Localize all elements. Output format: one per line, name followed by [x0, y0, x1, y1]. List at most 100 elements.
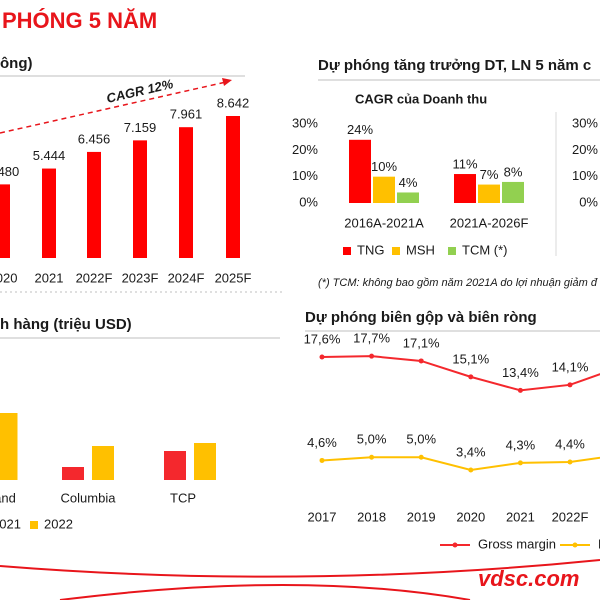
- legend-swatch: [448, 247, 456, 255]
- x-tick-label: 2018: [357, 509, 386, 524]
- arrow-head: [222, 78, 232, 86]
- bar: [92, 446, 114, 480]
- y-tick-label: 10%: [292, 168, 318, 183]
- value-label: 5.444: [33, 148, 66, 163]
- value-label: 7.961: [170, 107, 203, 122]
- value-label: 5,0%: [357, 432, 387, 447]
- y-tick-label: 30%: [572, 115, 598, 130]
- y-tick-label: 0%: [299, 194, 318, 209]
- x-tick-label: 2020: [0, 270, 17, 285]
- x-tick-label: 2021: [506, 509, 535, 524]
- x-tick-label: 2022F: [76, 270, 113, 285]
- marker: [319, 354, 325, 360]
- annotation: CAGR 12%: [105, 76, 175, 106]
- chart-title: Dự phóng tăng trưởng DT, LN 5 năm c: [318, 57, 591, 74]
- x-tick-label: 2021: [35, 270, 64, 285]
- bar: [194, 443, 216, 480]
- x-tick-label: 2019: [407, 509, 436, 524]
- legend-label: TCM (*): [462, 242, 508, 257]
- value-label: 17,6%: [304, 331, 341, 346]
- footer-brand: vdsc.com: [478, 566, 580, 591]
- bar: [0, 184, 10, 258]
- value-label: 5,0%: [406, 432, 436, 447]
- value-label: 15,1%: [452, 351, 489, 366]
- legend-label: MSH: [406, 242, 435, 257]
- footer-curve: [59, 584, 471, 600]
- value-label: 4%: [399, 175, 418, 190]
- marker: [369, 353, 375, 359]
- bar: [349, 139, 371, 203]
- y-tick-label: 20%: [292, 142, 318, 157]
- chart-title: h hàng (triệu USD): [0, 316, 132, 333]
- value-label: 8.642: [217, 95, 250, 110]
- y-tick-label: 0%: [579, 194, 598, 209]
- bar: [164, 451, 186, 480]
- y-tick-label: 20%: [572, 142, 598, 157]
- legend-marker: [452, 542, 458, 548]
- chart-subtitle: CAGR của Doanh thu: [355, 91, 487, 106]
- value-label: 24%: [347, 122, 373, 137]
- chart-title: ông): [0, 55, 32, 72]
- footnote: (*) TCM: không bao gồm năm 2021A do lợi …: [318, 277, 598, 289]
- value-label: 4,6%: [307, 435, 337, 450]
- marker: [567, 459, 573, 465]
- footer-curve: [0, 559, 600, 578]
- value-label: 4,4%: [555, 436, 585, 451]
- legend-marker: [572, 542, 578, 548]
- x-tick-label: 2025F: [215, 270, 252, 285]
- legend-label: Gross margin: [478, 536, 556, 551]
- bar: [373, 176, 395, 203]
- bar: [502, 181, 524, 203]
- x-tick-label: and: [0, 490, 16, 505]
- value-label: 8%: [504, 164, 523, 179]
- legend-label: 2021: [0, 516, 21, 531]
- value-label: 13,4%: [502, 365, 539, 380]
- bar: [62, 467, 84, 480]
- value-label: 17,7%: [353, 331, 390, 346]
- marker: [369, 454, 375, 460]
- bar: [87, 151, 101, 258]
- value-label: 3,4%: [456, 444, 486, 459]
- legend-label: 2022: [44, 516, 73, 531]
- page-title: PHÓNG 5 NĂM: [2, 8, 157, 33]
- x-tick-label: Columbia: [61, 490, 117, 505]
- bar: [179, 127, 193, 258]
- marker: [468, 374, 474, 380]
- trend-arrow: [0, 81, 227, 134]
- x-tick-label: 2020: [456, 509, 485, 524]
- legend-swatch: [392, 247, 400, 255]
- value-label: 4,3%: [506, 437, 536, 452]
- x-tick-label: TCP: [170, 490, 196, 505]
- marker: [418, 454, 424, 460]
- chart-title: Dự phóng biên gộp và biên ròng: [305, 309, 537, 326]
- legend-label: TNG: [357, 242, 384, 257]
- value-label: 7.159: [124, 120, 157, 135]
- marker: [418, 358, 424, 364]
- x-tick-label: 2023F: [122, 270, 159, 285]
- y-tick-label: 30%: [292, 115, 318, 130]
- marker: [517, 460, 523, 466]
- x-tick-label: 2017: [308, 509, 337, 524]
- marker: [468, 467, 474, 473]
- bar: [478, 184, 500, 203]
- marker: [319, 457, 325, 463]
- bar: [133, 140, 147, 258]
- value-label: 7%: [480, 167, 499, 182]
- value-label: 6.456: [78, 131, 111, 146]
- value-label: 17,1%: [403, 335, 440, 350]
- legend-label: Net margin: [598, 536, 600, 551]
- bar: [397, 192, 419, 203]
- x-tick-label: 2022F: [552, 509, 589, 524]
- bar: [0, 413, 18, 480]
- bar: [42, 168, 56, 258]
- bar: [226, 116, 240, 258]
- marker: [517, 387, 523, 393]
- y-tick-label: 10%: [572, 168, 598, 183]
- x-tick-label: 2021A-2026F: [450, 215, 529, 230]
- value-label: 14,1%: [552, 359, 589, 374]
- legend-swatch: [30, 521, 38, 529]
- marker: [567, 382, 573, 388]
- bar: [454, 174, 476, 203]
- x-tick-label: 2024F: [168, 270, 205, 285]
